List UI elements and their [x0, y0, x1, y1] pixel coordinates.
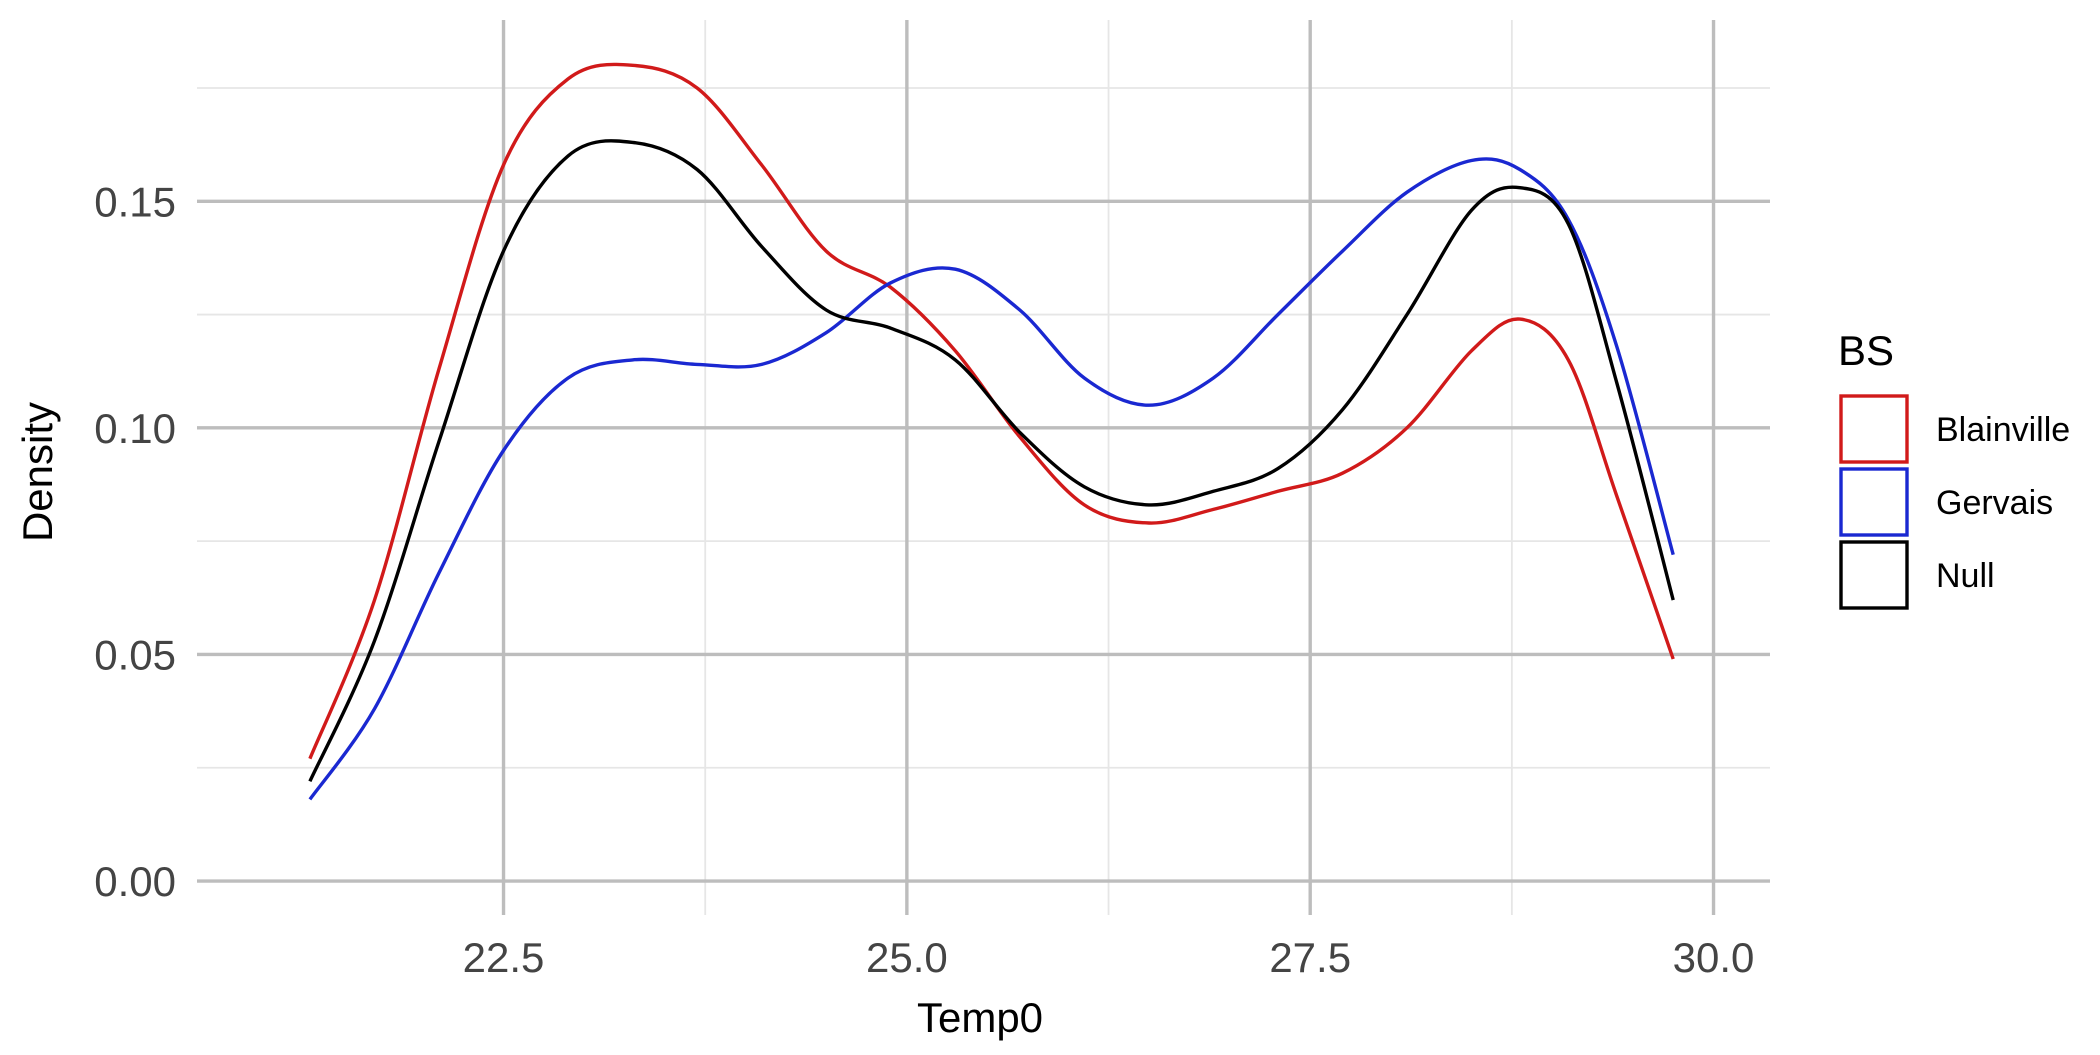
x-axis-ticks: 22.5 25.0 27.5 30.0 — [463, 934, 1755, 981]
legend-key-gervais — [1841, 469, 1907, 535]
y-tick-label: 0.15 — [94, 178, 176, 225]
x-tick-label: 22.5 — [463, 934, 545, 981]
legend: BS Blainville Gervais Null — [1838, 327, 2070, 608]
x-tick-label: 25.0 — [866, 934, 948, 981]
density-series — [310, 64, 1673, 799]
y-axis-title: Density — [14, 402, 61, 542]
x-tick-label: 30.0 — [1673, 934, 1755, 981]
legend-label-gervais: Gervais — [1936, 484, 2053, 522]
legend-label-null: Null — [1936, 557, 1995, 595]
series-line-null — [310, 141, 1673, 781]
y-tick-label: 0.05 — [94, 631, 176, 678]
x-tick-label: 27.5 — [1269, 934, 1351, 981]
series-line-gervais — [310, 159, 1673, 799]
major-gridlines — [197, 20, 1770, 915]
y-axis-ticks: 0.00 0.05 0.10 0.15 — [94, 178, 176, 905]
minor-gridlines — [197, 20, 1770, 915]
legend-key-null — [1841, 542, 1907, 608]
x-axis-title: Temp0 — [917, 994, 1043, 1041]
legend-label-blainville: Blainville — [1936, 411, 2070, 449]
legend-key-blainville — [1841, 396, 1907, 462]
y-tick-label: 0.00 — [94, 858, 176, 905]
y-tick-label: 0.10 — [94, 405, 176, 452]
legend-title: BS — [1838, 327, 1894, 374]
